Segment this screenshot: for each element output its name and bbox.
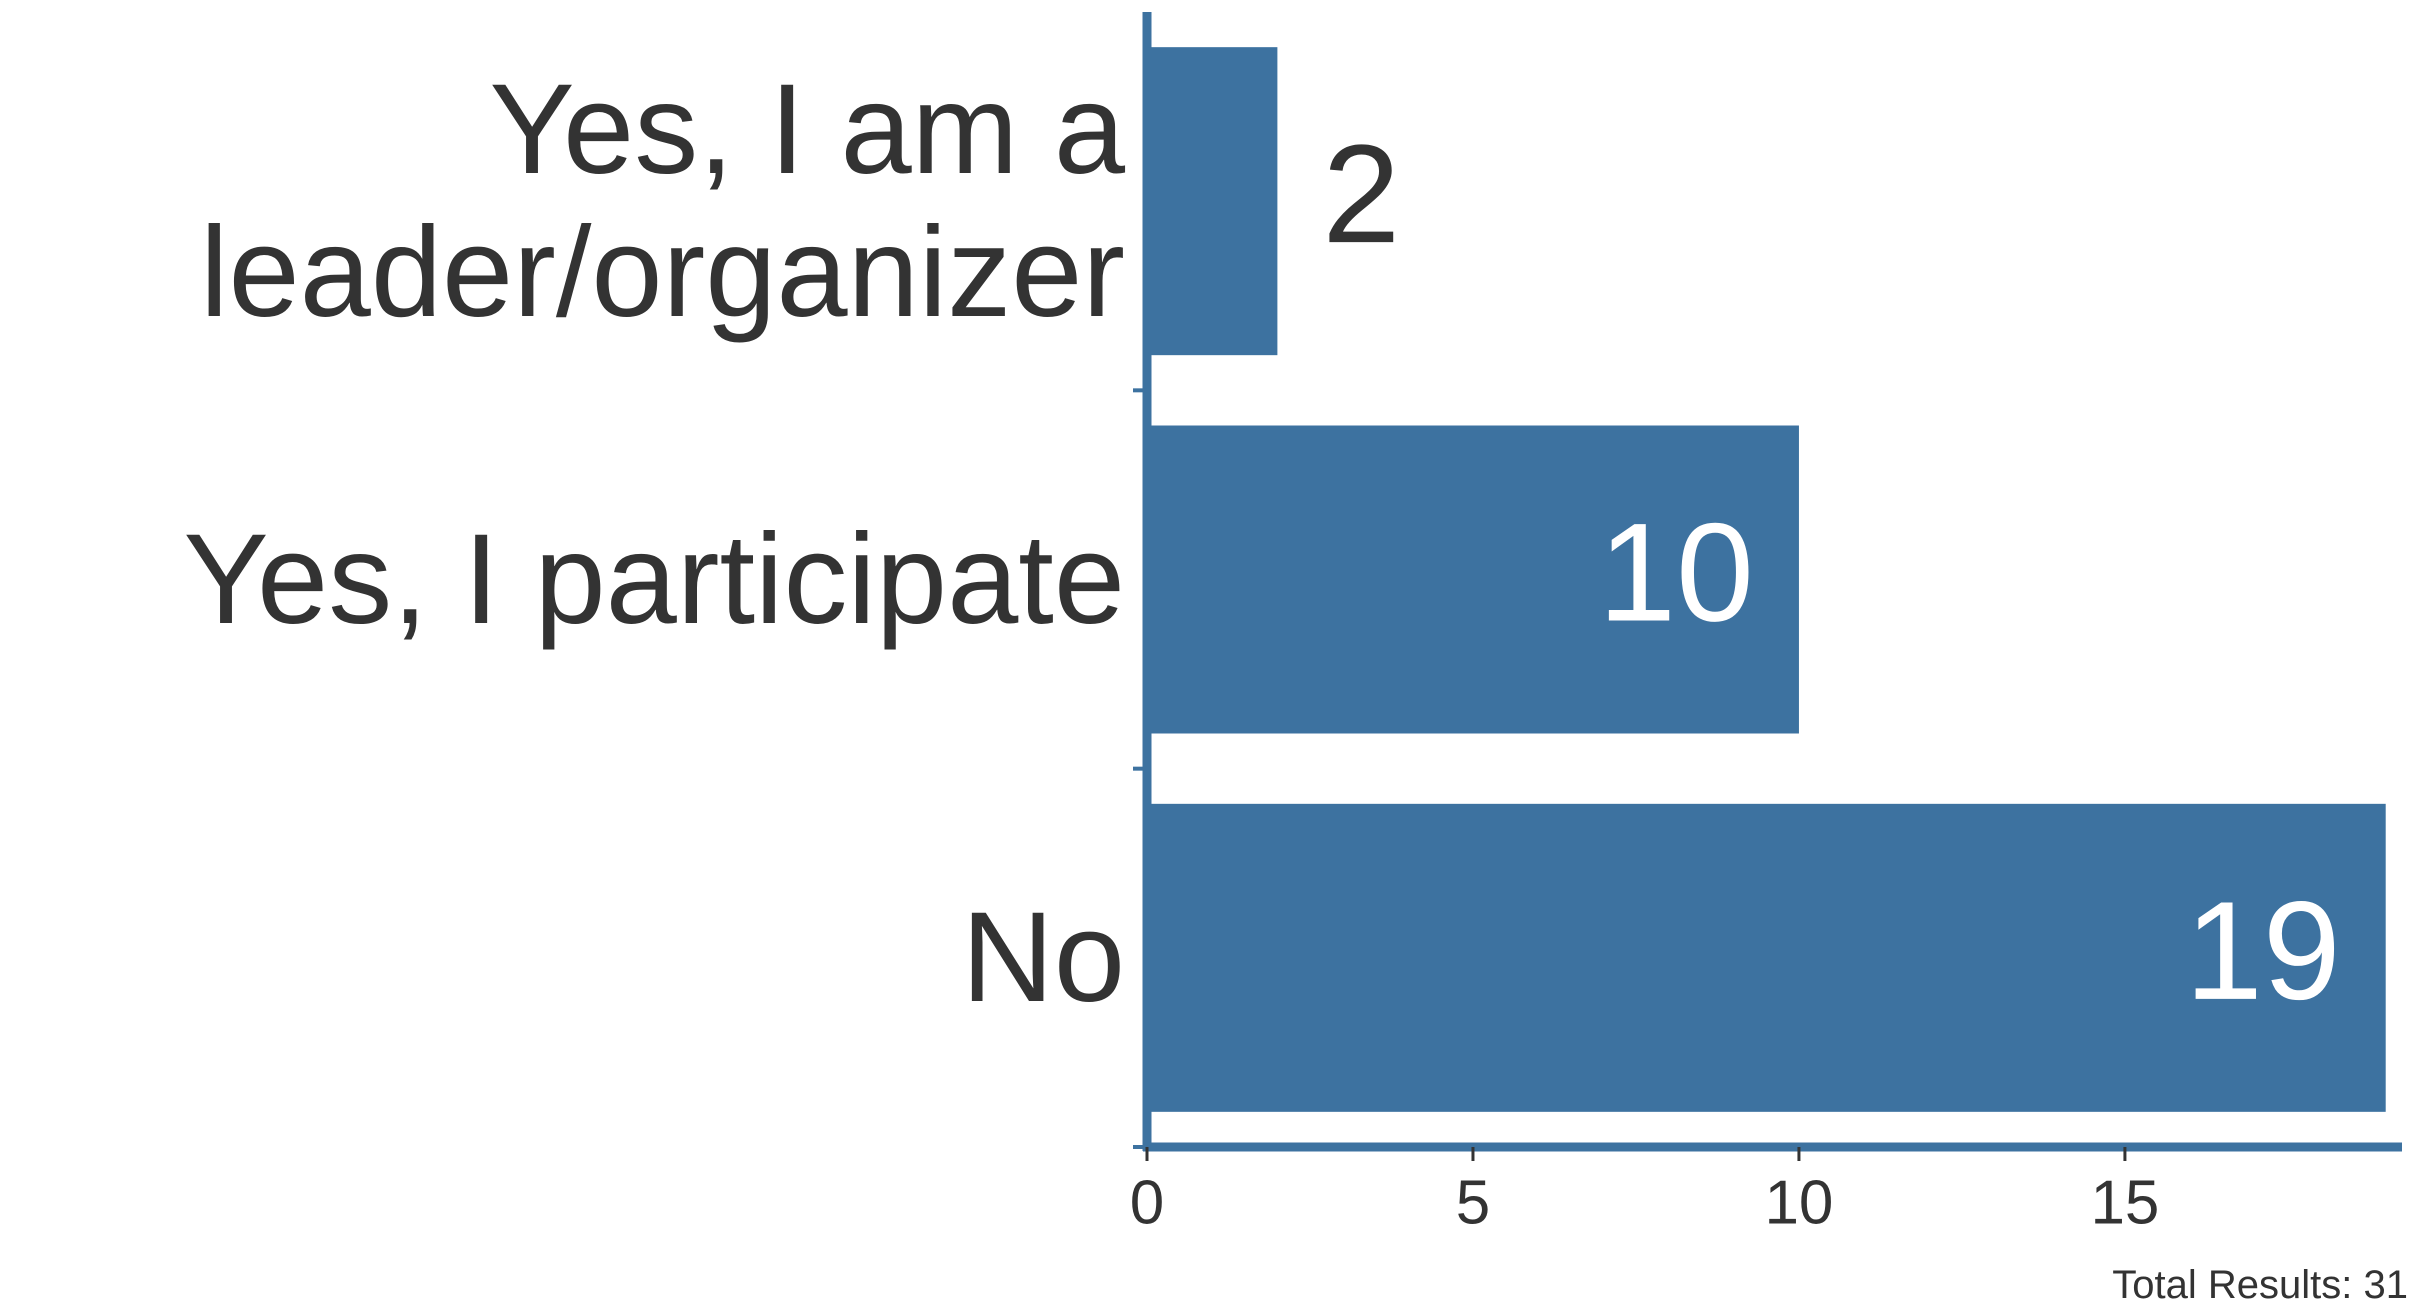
value-label: 2 — [1322, 115, 1400, 272]
x-tick-label: 15 — [2090, 1168, 2159, 1237]
value-label: 19 — [2185, 872, 2341, 1029]
x-tick-label: 5 — [1456, 1168, 1490, 1237]
bar — [1147, 47, 1278, 356]
footnote: Total Results: 31 — [2112, 1263, 2408, 1307]
category-label: Yes, I am a leader/organizer — [200, 57, 1125, 345]
value-label: 10 — [1598, 493, 1754, 650]
x-tick-label: 0 — [1130, 1168, 1164, 1237]
category-label: Yes, I participate — [183, 507, 1125, 651]
bar — [1147, 803, 2386, 1112]
category-label: No — [961, 886, 1125, 1030]
x-tick-label: 10 — [1764, 1168, 1833, 1237]
bar — [1147, 425, 1799, 734]
